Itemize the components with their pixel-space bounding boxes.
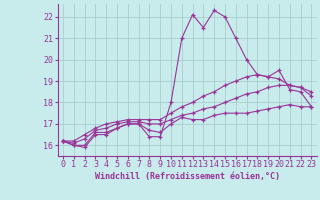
X-axis label: Windchill (Refroidissement éolien,°C): Windchill (Refroidissement éolien,°C) <box>95 172 280 181</box>
